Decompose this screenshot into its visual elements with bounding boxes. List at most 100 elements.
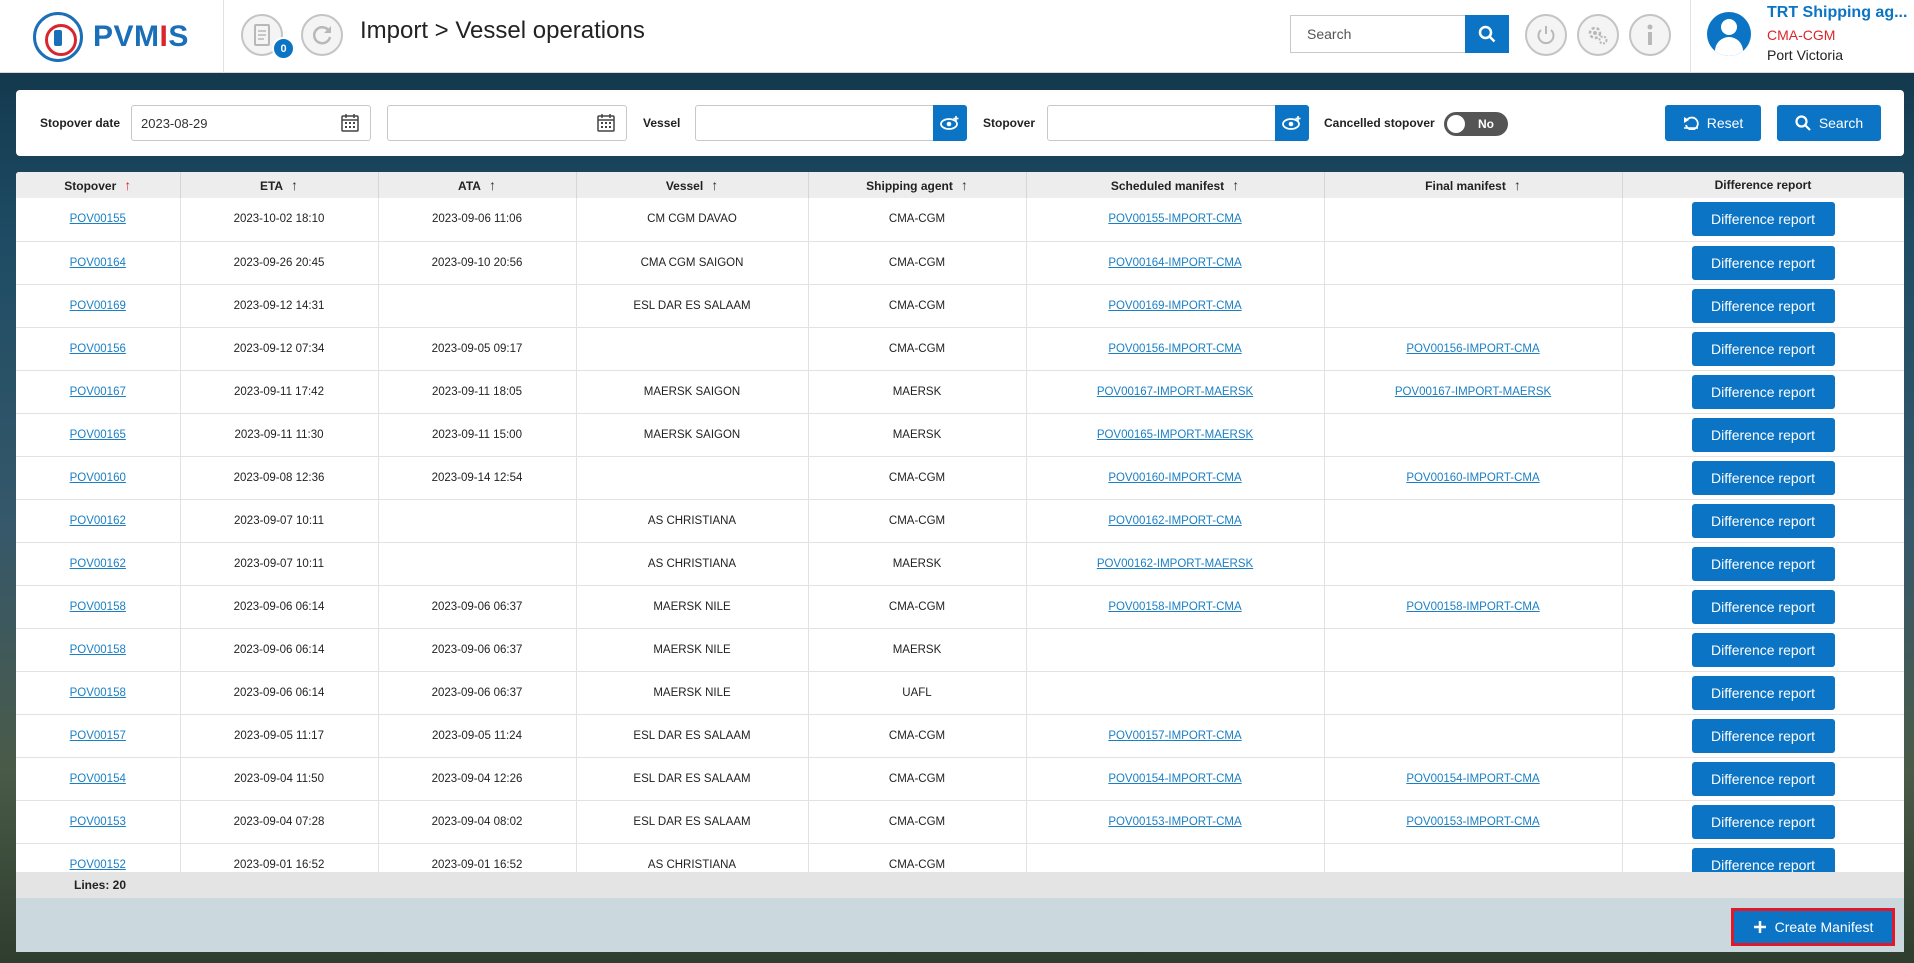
table-row[interactable]: POV00152 2023-09-01 16:52 2023-09-01 16:52… [16,843,1904,872]
scheduled-manifest-cell-link[interactable]: POV00156-IMPORT-CMA [1108,342,1242,355]
stopover-cell-link[interactable]: POV00165 [69,428,126,441]
stopover-cell-link[interactable]: POV00157 [69,729,126,742]
scheduled-manifest-cell: POV00156-IMPORT-CMA [1026,327,1325,371]
stopover-input[interactable] [1047,105,1293,141]
scheduled-manifest-cell: POV00164-IMPORT-CMA [1026,241,1325,285]
difference-report-button[interactable]: Difference report [1691,460,1835,495]
eta-cell: 2023-09-12 07:34 [180,327,379,371]
user-panel[interactable]: TRT Shipping ag... CMA-CGM Port Victoria [1690,0,1914,73]
stopover-cell-link[interactable]: POV00154 [69,772,126,785]
scheduled-manifest-cell-link[interactable]: POV00167-IMPORT-MAERSK [1096,385,1254,398]
scheduled-manifest-cell-link[interactable]: POV00165-IMPORT-MAERSK [1096,428,1254,441]
scheduled-manifest-cell-link[interactable]: POV00153-IMPORT-CMA [1108,815,1242,828]
difference-report-button[interactable]: Difference report [1691,675,1835,710]
create-manifest-button[interactable]: Create Manifest [1731,908,1895,946]
scheduled-manifest-cell-link[interactable]: POV00157-IMPORT-CMA [1108,729,1242,742]
difference-report-button[interactable]: Difference report [1691,374,1835,409]
scheduled-manifest-cell-link[interactable]: POV00160-IMPORT-CMA [1108,471,1242,484]
table-row[interactable]: POV00160 2023-09-08 12:36 2023-09-14 12:54… [16,456,1904,500]
table-row[interactable]: POV00158 2023-09-06 06:14 2023-09-06 06:37… [16,628,1904,672]
col-ata[interactable]: ATA ↑ [378,172,577,198]
stopover-cell-link[interactable]: POV00162 [69,514,126,527]
col-scheduled-manifest[interactable]: Scheduled manifest ↑ [1026,172,1325,198]
table-row[interactable]: POV00158 2023-09-06 06:14 2023-09-06 06:37… [16,671,1904,715]
vessel-lookup-button[interactable] [933,105,967,141]
stopover-cell-link[interactable]: POV00156 [69,342,126,355]
info-icon[interactable] [1629,14,1671,56]
final-manifest-cell-link[interactable]: POV00160-IMPORT-CMA [1406,471,1540,484]
difference-report-button[interactable]: Difference report [1691,761,1835,796]
calendar-icon[interactable] [340,113,360,133]
scheduled-manifest-cell-link[interactable]: POV00162-IMPORT-MAERSK [1096,557,1254,570]
search-button[interactable]: Search [1777,105,1881,141]
table-row[interactable]: POV00165 2023-09-11 11:30 2023-09-11 15:00… [16,413,1904,457]
refresh-icon[interactable] [301,14,343,56]
difference-report-button[interactable]: Difference report [1691,202,1835,237]
table-row[interactable]: POV00162 2023-09-07 10:11 AS CHRISTIANA CMA… [16,499,1904,543]
scheduled-manifest-cell-link[interactable]: POV00169-IMPORT-CMA [1108,299,1242,312]
table-row[interactable]: POV00158 2023-09-06 06:14 2023-09-06 06:37… [16,585,1904,629]
final-manifest-cell-link[interactable]: POV00158-IMPORT-CMA [1406,600,1540,613]
power-icon[interactable] [1525,14,1567,56]
calendar-icon[interactable] [596,113,616,133]
final-manifest-cell-link[interactable]: POV00167-IMPORT-MAERSK [1394,385,1552,398]
scheduled-manifest-cell-link[interactable]: POV00158-IMPORT-CMA [1108,600,1242,613]
reset-button[interactable]: Reset [1665,105,1761,141]
final-manifest-cell-link[interactable]: POV00156-IMPORT-CMA [1406,342,1540,355]
stopover-cell-link[interactable]: POV00160 [69,471,126,484]
header-search-button[interactable] [1465,15,1509,53]
stopover-cell-link[interactable]: POV00169 [69,299,126,312]
stopover-cell-link[interactable]: POV00152 [69,858,126,871]
difference-report-button[interactable]: Difference report [1691,847,1835,872]
table-row[interactable]: POV00167 2023-09-11 17:42 2023-09-11 18:05… [16,370,1904,414]
stopover-date-from-input[interactable] [131,105,371,141]
final-manifest-cell-link[interactable]: POV00153-IMPORT-CMA [1406,815,1540,828]
table-row[interactable]: POV00157 2023-09-05 11:17 2023-09-05 11:24… [16,714,1904,758]
difference-report-button[interactable]: Difference report [1691,632,1835,667]
scheduled-manifest-cell-link[interactable]: POV00155-IMPORT-CMA [1108,213,1242,226]
table-row[interactable]: POV00169 2023-09-12 14:31 ESL DAR ES SALAA… [16,284,1904,328]
col-eta[interactable]: ETA ↑ [180,172,379,198]
stopover-cell-link[interactable]: POV00158 [69,643,126,656]
document-icon[interactable] [241,14,283,56]
difference-report-button[interactable]: Difference report [1691,288,1835,323]
table-row[interactable]: POV00164 2023-09-26 20:45 2023-09-10 20:56… [16,241,1904,285]
cancelled-stopover-toggle[interactable]: No [1444,112,1508,136]
stopover-cell-link[interactable]: POV00164 [69,256,126,269]
vessel-input[interactable] [695,105,951,141]
difference-report-button[interactable]: Difference report [1691,589,1835,624]
table-row[interactable]: POV00156 2023-09-12 07:34 2023-09-05 09:17… [16,327,1904,371]
scheduled-manifest-cell-link[interactable]: POV00164-IMPORT-CMA [1108,256,1242,269]
stopover-cell-link[interactable]: POV00158 [69,686,126,699]
scheduled-manifest-cell: POV00153-IMPORT-CMA [1026,800,1325,844]
difference-report-button[interactable]: Difference report [1691,804,1835,839]
settings-gears-icon[interactable] [1577,14,1619,56]
difference-report-button[interactable]: Difference report [1691,546,1835,581]
col-vessel[interactable]: Vessel ↑ [576,172,809,198]
final-manifest-cell-link[interactable]: POV00154-IMPORT-CMA [1406,772,1540,785]
difference-report-button[interactable]: Difference report [1691,331,1835,366]
stopover-cell-link[interactable]: POV00158 [69,600,126,613]
avatar[interactable] [1707,12,1751,56]
table-row[interactable]: POV00153 2023-09-04 07:28 2023-09-04 08:02… [16,800,1904,844]
stopover-cell-link[interactable]: POV00155 [69,213,126,226]
table-row[interactable]: POV00162 2023-09-07 10:11 AS CHRISTIANA MAE… [16,542,1904,586]
difference-report-button[interactable]: Difference report [1691,245,1835,280]
stopover-cell-link[interactable]: POV00167 [69,385,126,398]
stopover-cell-link[interactable]: POV00162 [69,557,126,570]
col-shipping-agent[interactable]: Shipping agent ↑ [808,172,1027,198]
scheduled-manifest-cell-link[interactable]: POV00154-IMPORT-CMA [1108,772,1242,785]
logo[interactable]: PVMIS [0,0,224,73]
table-row[interactable]: POV00155 2023-10-02 18:10 2023-09-06 11:06… [16,198,1904,242]
header-search-input[interactable] [1290,15,1466,53]
stopover-cell-link[interactable]: POV00153 [69,815,126,828]
difference-report-button[interactable]: Difference report [1691,503,1835,538]
difference-report-button[interactable]: Difference report [1691,718,1835,753]
scheduled-manifest-cell-link[interactable]: POV00162-IMPORT-CMA [1108,514,1242,527]
col-final-manifest[interactable]: Final manifest ↑ [1324,172,1623,198]
stopover-lookup-button[interactable] [1275,105,1309,141]
stopover-date-to-input[interactable] [387,105,627,141]
difference-report-button[interactable]: Difference report [1691,417,1835,452]
col-stopover[interactable]: Stopover ↑ [16,172,181,198]
table-row[interactable]: POV00154 2023-09-04 11:50 2023-09-04 12:26… [16,757,1904,801]
